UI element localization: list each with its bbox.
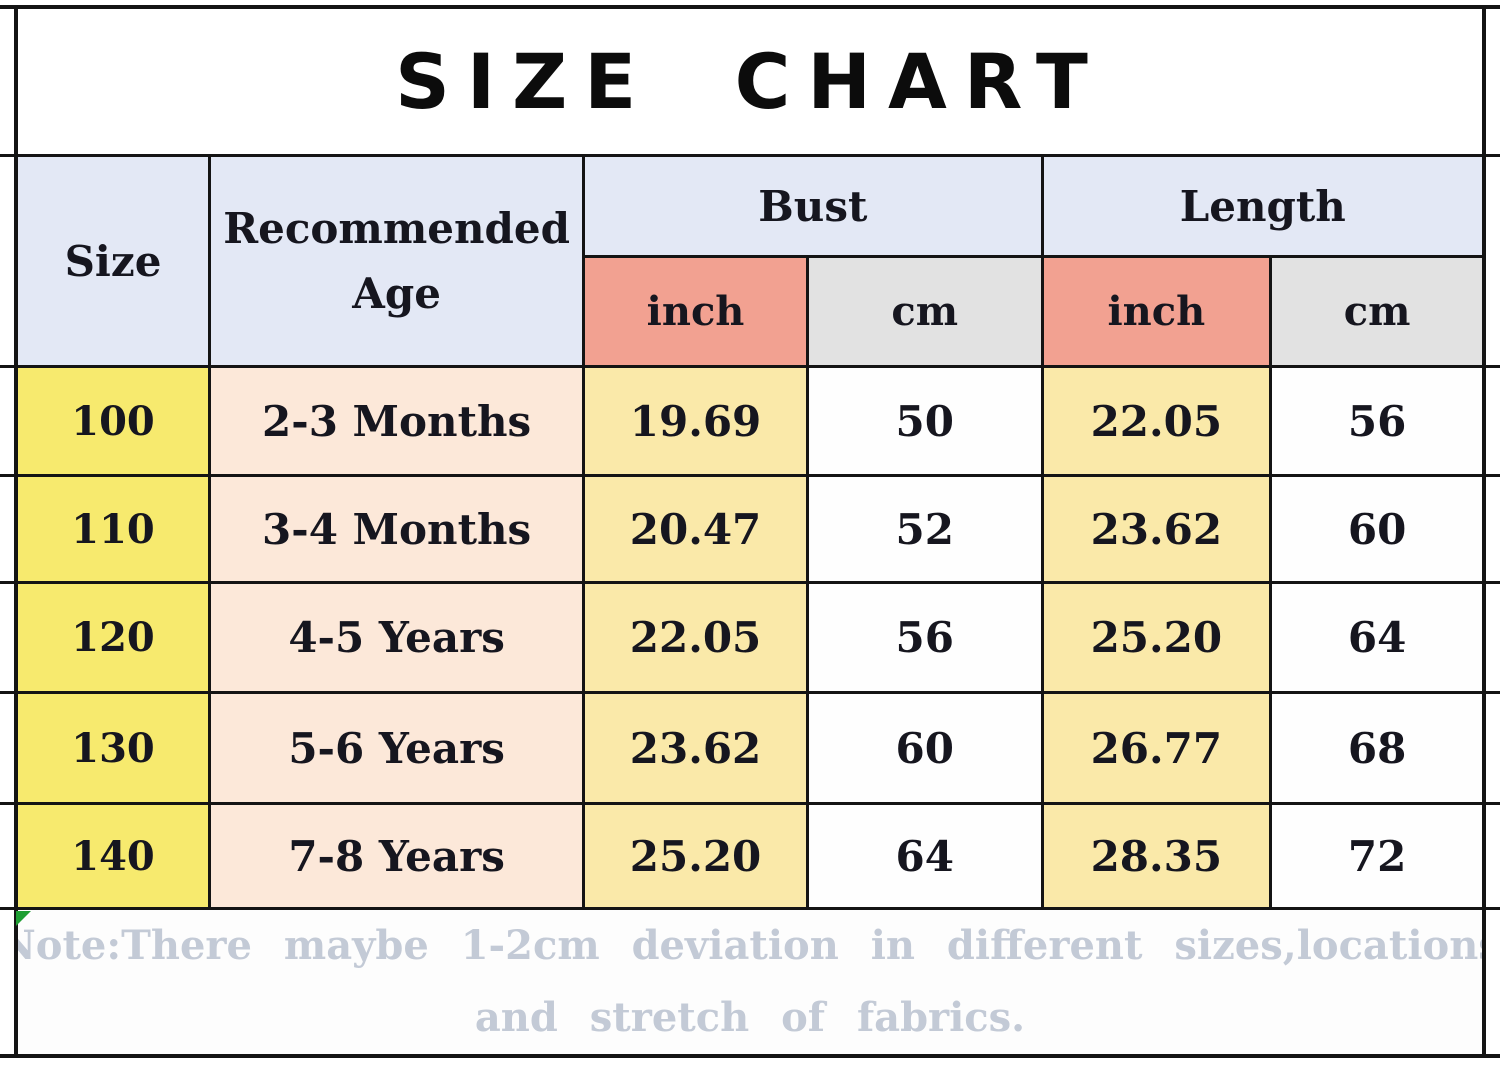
bust-cm-cell: 64 — [808, 805, 1041, 907]
size-cell: 140 — [18, 805, 209, 907]
length-cm-cell: 72 — [1272, 805, 1482, 907]
bust-inch-cell: 25.20 — [585, 805, 806, 907]
unit-header-length-cm: cm — [1272, 258, 1482, 365]
unit-header-length-inch: inch — [1043, 258, 1270, 365]
bust-inch-cell: 19.69 — [585, 368, 806, 474]
note-line1: Note:There maybe 1-2cm deviation in diff… — [18, 922, 1482, 969]
length-inch-cell: 26.77 — [1043, 694, 1270, 802]
size-cell: 100 — [18, 368, 209, 474]
note-line2: and stretch of fabrics. — [474, 994, 1026, 1041]
recommended-age-line2: Age — [352, 269, 441, 318]
length-cm-cell: 68 — [1272, 694, 1482, 802]
size-chart-table: SIZE CHART Size Recommended Age Bust Len… — [14, 5, 1486, 1058]
column-header-size: Size — [18, 157, 209, 365]
bust-inch-cell: 20.47 — [585, 477, 806, 581]
length-cm-cell: 60 — [1272, 477, 1482, 581]
age-cell: 7-8 Years — [211, 805, 583, 907]
bust-cm-cell: 52 — [808, 477, 1041, 581]
bust-inch-cell: 23.62 — [585, 694, 806, 802]
bust-inch-cell: 22.05 — [585, 584, 806, 691]
group-header-length: Length — [1043, 157, 1482, 255]
age-cell: 3-4 Months — [211, 477, 583, 581]
group-header-bust: Bust — [585, 157, 1041, 255]
length-cm-cell: 56 — [1272, 368, 1482, 474]
column-header-recommended-age: Recommended Age — [211, 157, 583, 365]
length-inch-cell: 25.20 — [1043, 584, 1270, 691]
unit-header-bust-cm: cm — [808, 258, 1041, 365]
bust-cm-cell: 56 — [808, 584, 1041, 691]
length-inch-cell: 22.05 — [1043, 368, 1270, 474]
bust-cm-cell: 50 — [808, 368, 1041, 474]
age-cell: 4-5 Years — [211, 584, 583, 691]
deviation-note: Note:There maybe 1-2cm deviation in diff… — [18, 910, 1482, 1054]
size-cell: 120 — [18, 584, 209, 691]
recommended-age-line1: Recommended — [223, 203, 571, 253]
age-cell: 2-3 Months — [211, 368, 583, 474]
size-cell: 110 — [18, 477, 209, 581]
unit-header-bust-inch: inch — [585, 258, 806, 365]
bust-cm-cell: 60 — [808, 694, 1041, 802]
age-cell: 5-6 Years — [211, 694, 583, 802]
length-cm-cell: 64 — [1272, 584, 1482, 691]
size-cell: 130 — [18, 694, 209, 802]
length-inch-cell: 23.62 — [1043, 477, 1270, 581]
page-title: SIZE CHART — [18, 9, 1482, 154]
green-corner-marker — [16, 911, 31, 926]
length-inch-cell: 28.35 — [1043, 805, 1270, 907]
